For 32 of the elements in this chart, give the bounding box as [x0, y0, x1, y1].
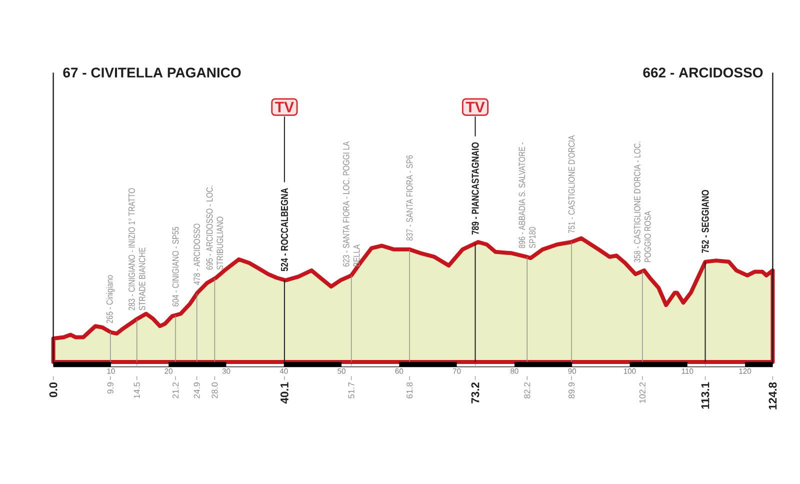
ref-line-label: 896 - ABBADIA S. SALVATORE - SP180: [518, 142, 536, 248]
x-tick-label: 21.2: [172, 382, 179, 398]
x-tick-label: 89.9: [568, 382, 575, 398]
x-tick-label: 61.8: [406, 382, 413, 398]
x-tick-label: 51.7: [348, 382, 354, 398]
ref-line-label: 604 - CINIGIANO - SP55: [172, 226, 179, 306]
ref-line-label: 283 - CINIGIANO - INIZIO 1° TRATTO STRADE BIANCHE: [128, 188, 146, 310]
x-tick-label: 40.1: [280, 382, 288, 404]
x-tick-label: 9.9: [107, 382, 114, 394]
ref-line-label: 265 - Cinigiano: [106, 275, 115, 324]
ref-line-label: 623 - SANTA FIORA - LOC. POGGI LA BELLA: [342, 141, 360, 266]
ref-line-label: 695 - ARCIDOSSO - LOC. STRIBUGLIANO: [206, 186, 224, 270]
x-tick-label: 24.9: [194, 382, 200, 398]
annotation: TV: [466, 102, 485, 112]
ref-line-label: 67 - CIVITELLA PAGANICO: [63, 68, 241, 78]
x-tick-label: 124.8: [768, 382, 777, 410]
ref-line-label: 751 - CASTIGLIONE D'ORCIA: [568, 135, 575, 234]
ref-line-label: 789 - PIANCASTAGNAIO: [472, 142, 479, 234]
x-tick-label: 102.2: [639, 382, 646, 403]
x-tick-label: 14.5: [134, 382, 140, 398]
x-tick-label: 82.2: [524, 382, 530, 398]
ref-line-label: 358 - CASTIGLIONE D'ORCIA - LOC. POGGIO ROSA: [634, 142, 651, 262]
ref-line-label: 478 - ARCIDOSSO: [194, 224, 200, 285]
x-tick-label: 28.0: [212, 382, 218, 398]
ref-line-label: 752 - SEGGIANO: [702, 190, 709, 253]
ref-line-label: 837 - SANTA FIORA - SP6: [406, 155, 413, 241]
ref-line-label: 524 - ROCCALBEGNA: [280, 188, 288, 272]
annotation: TV: [275, 102, 294, 112]
x-tick-label: 0.0: [49, 382, 58, 398]
x-tick-label: 73.2: [471, 382, 480, 404]
ref-line-label: 662 - ARCIDOSSO: [643, 68, 763, 78]
x-tick-label: 113.1: [701, 382, 710, 409]
